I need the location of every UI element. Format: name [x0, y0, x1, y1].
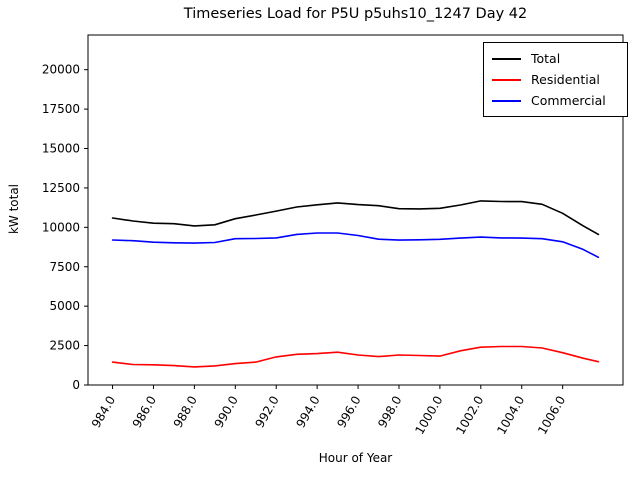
y-tick-label: 17500 — [42, 102, 80, 116]
residential-line — [111, 345, 600, 368]
legend: Total Residential Commercial — [483, 42, 628, 117]
y-tick-label: 7500 — [49, 260, 80, 274]
x-tick-label: 1000.0 — [412, 394, 445, 437]
total-line — [111, 200, 600, 236]
y-axis-label: kW total — [7, 183, 21, 235]
x-tick-label: 998.0 — [375, 394, 404, 431]
y-tick-label: 5000 — [49, 299, 80, 313]
total-line-swatch — [492, 57, 521, 60]
x-tick-label: 1004.0 — [494, 394, 527, 437]
legend-item-commercial: Commercial — [492, 90, 619, 111]
legend-label-total: Total — [531, 51, 561, 66]
y-tick-label: 10000 — [42, 220, 80, 234]
x-axis-label: Hour of Year — [318, 451, 393, 465]
residential-line-swatch — [492, 78, 521, 81]
y-tick-label: 2500 — [49, 339, 80, 353]
legend-label-commercial: Commercial — [531, 93, 606, 108]
x-tick-label: 986.0 — [130, 394, 159, 431]
legend-label-residential: Residential — [531, 72, 600, 87]
x-tick-label: 988.0 — [171, 394, 200, 431]
x-tick-label: 984.0 — [89, 394, 118, 431]
chart-title: Timeseries Load for P5U p5uhs10_1247 Day… — [183, 6, 528, 22]
y-tick-label: 12500 — [42, 181, 80, 195]
x-tick-label: 994.0 — [293, 394, 322, 431]
x-tick-label: 996.0 — [334, 394, 363, 431]
commercial-line — [111, 232, 600, 259]
x-tick-label: 990.0 — [212, 394, 241, 431]
x-tick-label: 1002.0 — [453, 393, 486, 436]
legend-item-residential: Residential — [492, 69, 619, 90]
x-tick-label: 1006.0 — [535, 394, 568, 437]
axes-box — [87, 34, 624, 386]
y-tick-label: 15000 — [42, 142, 80, 156]
commercial-line-swatch — [492, 99, 521, 102]
x-tick-label: 992.0 — [253, 394, 282, 431]
y-tick-label: 20000 — [42, 63, 80, 77]
y-tick-label: 0 — [72, 378, 80, 392]
legend-item-total: Total — [492, 48, 619, 69]
